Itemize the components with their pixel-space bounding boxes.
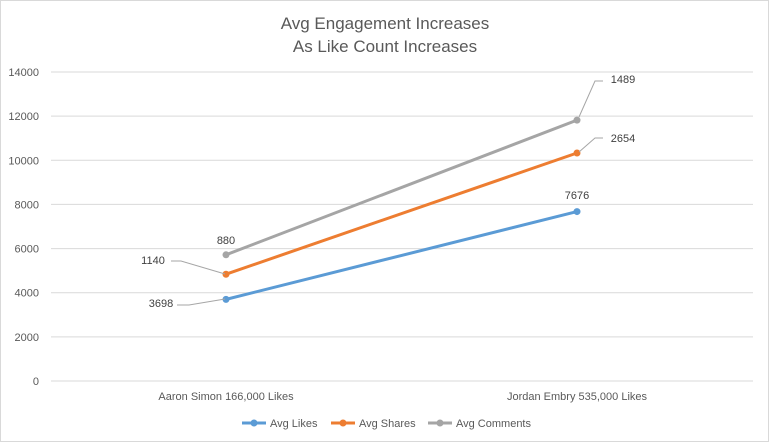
- y-tick-label-14000: 14000: [8, 67, 39, 79]
- chart-title-line-1: Avg Engagement Increases: [281, 14, 490, 33]
- legend-label-avg-shares: Avg Shares: [359, 418, 416, 430]
- data-label-avg-likes-1: 3698: [149, 298, 173, 310]
- series-line-avg-shares: [224, 151, 579, 276]
- leader-line-avg-comments-2: [578, 80, 603, 118]
- series-lines: [222, 116, 581, 303]
- gridlines: [51, 71, 753, 382]
- data-point-avg-comments-1: [222, 251, 230, 259]
- legend-marker-avg-likes: [250, 419, 258, 427]
- data-label-avg-comments-1: 880: [217, 235, 235, 247]
- data-point-avg-comments-2: [573, 116, 581, 124]
- data-point-avg-likes-2: [573, 208, 581, 216]
- y-tick-label-10000: 10000: [8, 155, 39, 167]
- leader-line-avg-shares-1: [171, 260, 226, 275]
- data-labels: 3698 7676 1140 2654 880 1489: [141, 74, 635, 310]
- y-tick-label-8000: 8000: [15, 199, 39, 211]
- legend-marker-avg-shares: [339, 419, 347, 427]
- data-label-avg-shares-2: 2654: [611, 133, 635, 145]
- y-tick-label-12000: 12000: [8, 111, 39, 123]
- x-tick-label-2: Jordan Embry 535,000 Likes: [507, 391, 648, 403]
- y-tick-label-4000: 4000: [15, 288, 39, 300]
- y-tick-label-2000: 2000: [15, 332, 39, 344]
- series-line-avg-comments: [224, 118, 579, 257]
- x-axis-ticks: Aaron Simon 166,000 Likes Jordan Embry 53…: [158, 391, 647, 403]
- data-point-avg-likes-1: [222, 295, 230, 303]
- legend-label-avg-likes: Avg Likes: [270, 418, 318, 430]
- legend: Avg Likes Avg Shares Avg Comments: [242, 418, 531, 430]
- y-tick-label-0: 0: [33, 376, 39, 388]
- data-label-avg-shares-1: 1140: [141, 255, 165, 267]
- data-point-avg-shares-2: [573, 149, 581, 157]
- chart-title-line-2: As Like Count Increases: [293, 37, 477, 56]
- series-line-avg-likes: [224, 210, 579, 301]
- data-label-avg-likes-2: 7676: [565, 190, 589, 202]
- leader-line-avg-shares-2: [578, 137, 603, 153]
- data-label-avg-comments-2: 1489: [611, 74, 635, 86]
- legend-label-avg-comments: Avg Comments: [456, 418, 531, 430]
- leader-line-avg-likes-1: [177, 298, 226, 306]
- y-tick-label-6000: 6000: [15, 244, 39, 256]
- x-tick-label-1: Aaron Simon 166,000 Likes: [158, 391, 294, 403]
- legend-marker-avg-comments: [436, 419, 444, 427]
- y-axis-ticks: 0 2000 4000 6000 8000 10000 12000 14000: [8, 67, 39, 388]
- data-point-avg-shares-1: [222, 270, 230, 278]
